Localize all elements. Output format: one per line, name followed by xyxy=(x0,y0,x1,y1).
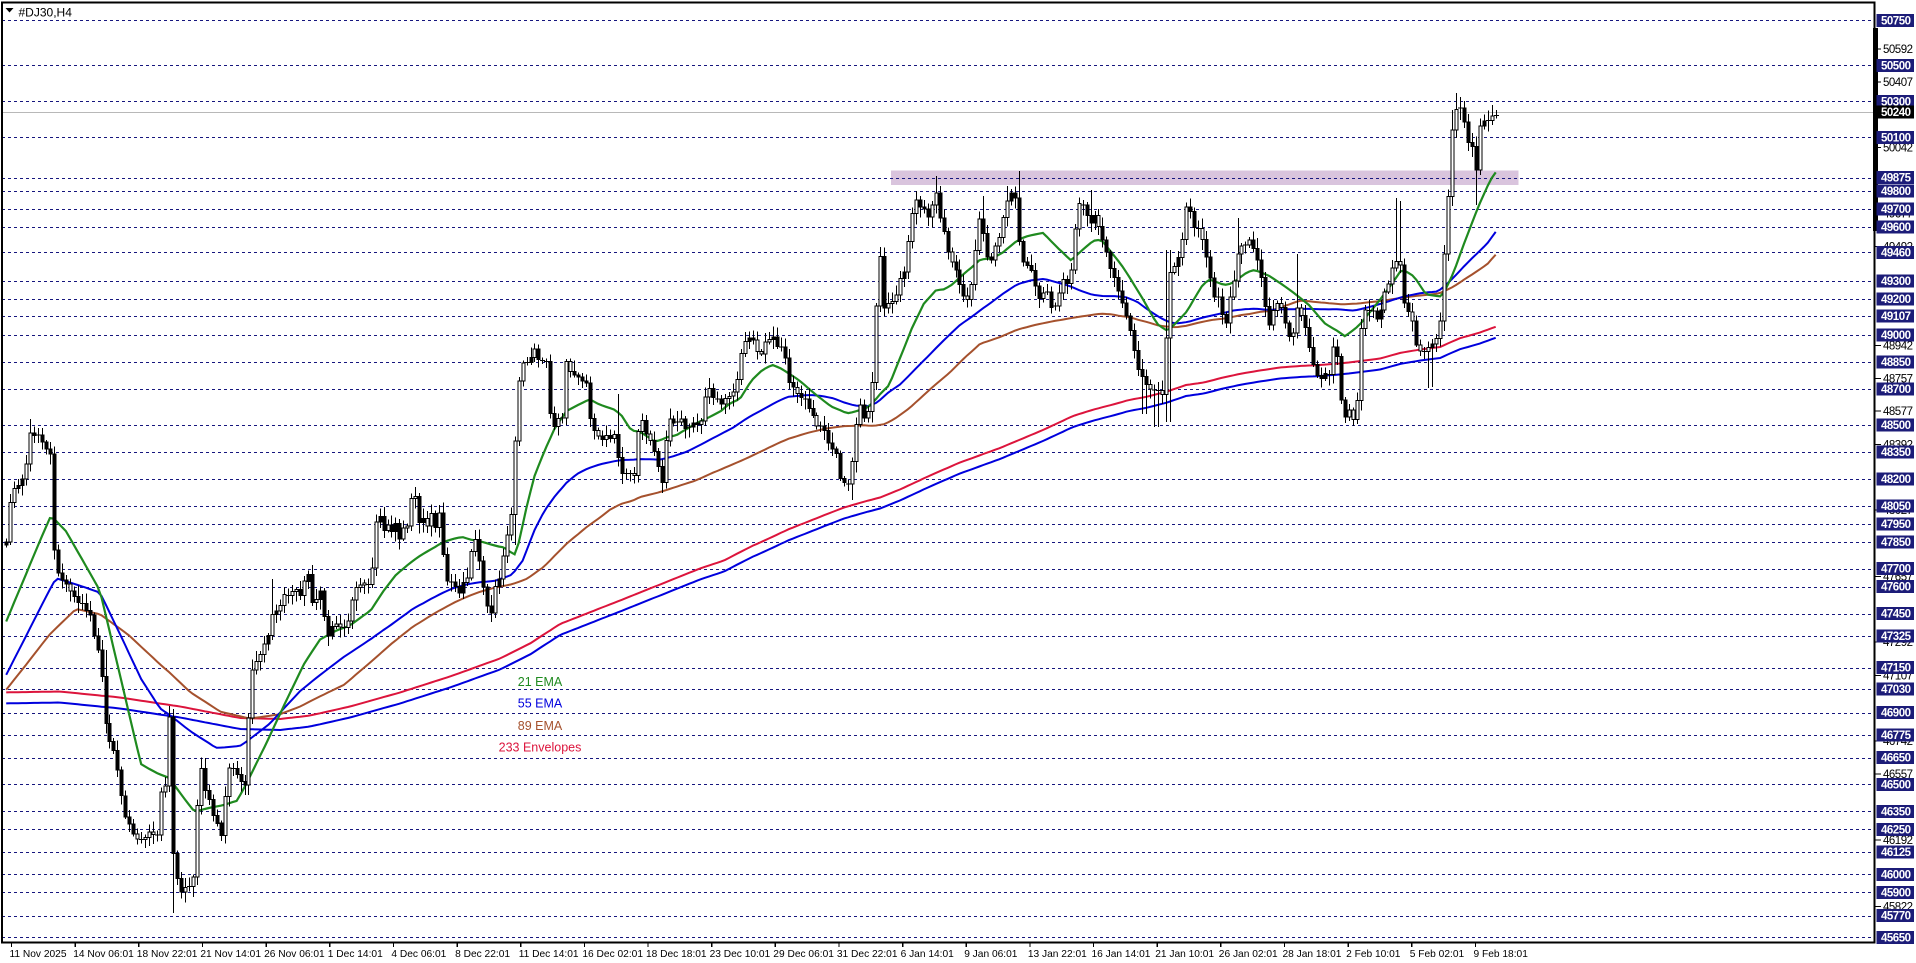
svg-text:47850: 47850 xyxy=(1881,537,1911,549)
svg-text:46775: 46775 xyxy=(1881,730,1912,742)
svg-text:#DJ30,H4: #DJ30,H4 xyxy=(19,6,73,20)
svg-text:4 Dec 06:01: 4 Dec 06:01 xyxy=(391,949,446,960)
svg-text:46250: 46250 xyxy=(1881,824,1911,836)
svg-text:18 Dec 18:01: 18 Dec 18:01 xyxy=(646,949,707,960)
svg-text:46350: 46350 xyxy=(1881,807,1911,819)
svg-text:1 Dec 14:01: 1 Dec 14:01 xyxy=(328,949,383,960)
svg-text:233 Envelopes: 233 Envelopes xyxy=(499,741,582,755)
svg-text:49107: 49107 xyxy=(1881,311,1911,323)
svg-text:47450: 47450 xyxy=(1881,609,1911,621)
svg-text:48350: 48350 xyxy=(1881,447,1911,459)
svg-text:48942: 48942 xyxy=(1883,341,1913,353)
svg-text:29 Dec 06:01: 29 Dec 06:01 xyxy=(773,949,834,960)
svg-text:13 Jan 22:01: 13 Jan 22:01 xyxy=(1028,949,1087,960)
svg-text:9 Jan 06:01: 9 Jan 06:01 xyxy=(964,949,1018,960)
svg-text:89 EMA: 89 EMA xyxy=(518,719,563,733)
svg-text:6 Jan 14:01: 6 Jan 14:01 xyxy=(901,949,955,960)
svg-text:8 Dec 22:01: 8 Dec 22:01 xyxy=(455,949,510,960)
svg-text:49600: 49600 xyxy=(1881,222,1911,234)
svg-text:14 Nov 06:01: 14 Nov 06:01 xyxy=(73,949,134,960)
svg-text:21 Nov 14:01: 21 Nov 14:01 xyxy=(200,949,261,960)
svg-text:50240: 50240 xyxy=(1881,107,1911,119)
svg-text:50100: 50100 xyxy=(1881,132,1911,144)
svg-text:45650: 45650 xyxy=(1881,932,1911,944)
svg-text:16 Dec 02:01: 16 Dec 02:01 xyxy=(582,949,643,960)
svg-text:46500: 46500 xyxy=(1881,780,1911,792)
svg-text:48700: 48700 xyxy=(1881,384,1911,396)
svg-text:46125: 46125 xyxy=(1881,847,1912,859)
svg-text:55 EMA: 55 EMA xyxy=(518,697,563,711)
svg-text:46650: 46650 xyxy=(1881,753,1911,765)
svg-text:49200: 49200 xyxy=(1881,294,1911,306)
svg-text:48577: 48577 xyxy=(1883,406,1913,418)
svg-text:49875: 49875 xyxy=(1881,173,1912,185)
svg-text:9 Feb 18:01: 9 Feb 18:01 xyxy=(1474,949,1529,960)
svg-text:49700: 49700 xyxy=(1881,204,1911,216)
svg-text:50750: 50750 xyxy=(1881,15,1911,27)
svg-text:28 Jan 18:01: 28 Jan 18:01 xyxy=(1283,949,1342,960)
svg-text:23 Dec 10:01: 23 Dec 10:01 xyxy=(710,949,771,960)
svg-text:11 Dec 14:01: 11 Dec 14:01 xyxy=(519,949,579,960)
svg-text:47950: 47950 xyxy=(1881,519,1911,531)
svg-text:45770: 45770 xyxy=(1881,911,1911,923)
svg-text:26 Nov 06:01: 26 Nov 06:01 xyxy=(264,949,325,960)
svg-text:21 Jan 10:01: 21 Jan 10:01 xyxy=(1155,949,1214,960)
svg-text:48200: 48200 xyxy=(1881,474,1911,486)
svg-text:50407: 50407 xyxy=(1883,77,1913,89)
svg-text:47700: 47700 xyxy=(1881,564,1911,576)
svg-text:47030: 47030 xyxy=(1881,684,1911,696)
svg-text:49800: 49800 xyxy=(1881,186,1911,198)
svg-text:48500: 48500 xyxy=(1881,420,1911,432)
svg-text:18 Nov 22:01: 18 Nov 22:01 xyxy=(137,949,198,960)
svg-text:26 Jan 02:01: 26 Jan 02:01 xyxy=(1219,949,1278,960)
svg-text:49300: 49300 xyxy=(1881,276,1911,288)
svg-text:50300: 50300 xyxy=(1881,96,1911,108)
svg-text:50500: 50500 xyxy=(1881,60,1911,72)
svg-text:48850: 48850 xyxy=(1881,357,1911,369)
svg-text:50592: 50592 xyxy=(1883,44,1913,56)
svg-text:21 EMA: 21 EMA xyxy=(518,675,563,689)
svg-text:45900: 45900 xyxy=(1881,887,1911,899)
svg-text:5 Feb 02:01: 5 Feb 02:01 xyxy=(1410,949,1465,960)
svg-text:31 Dec 22:01: 31 Dec 22:01 xyxy=(837,949,898,960)
svg-text:47150: 47150 xyxy=(1881,663,1911,675)
svg-text:2 Feb 10:01: 2 Feb 10:01 xyxy=(1346,949,1401,960)
svg-text:16 Jan 14:01: 16 Jan 14:01 xyxy=(1092,949,1151,960)
svg-text:46000: 46000 xyxy=(1881,869,1911,881)
svg-text:48050: 48050 xyxy=(1881,501,1911,513)
svg-text:49000: 49000 xyxy=(1881,330,1911,342)
svg-text:50042: 50042 xyxy=(1883,143,1913,155)
svg-text:47325: 47325 xyxy=(1881,631,1912,643)
svg-text:49460: 49460 xyxy=(1881,247,1911,259)
svg-text:11 Nov 2025: 11 Nov 2025 xyxy=(10,949,67,960)
svg-text:46192: 46192 xyxy=(1883,835,1913,847)
svg-text:47600: 47600 xyxy=(1881,582,1911,594)
svg-text:46900: 46900 xyxy=(1881,708,1911,720)
